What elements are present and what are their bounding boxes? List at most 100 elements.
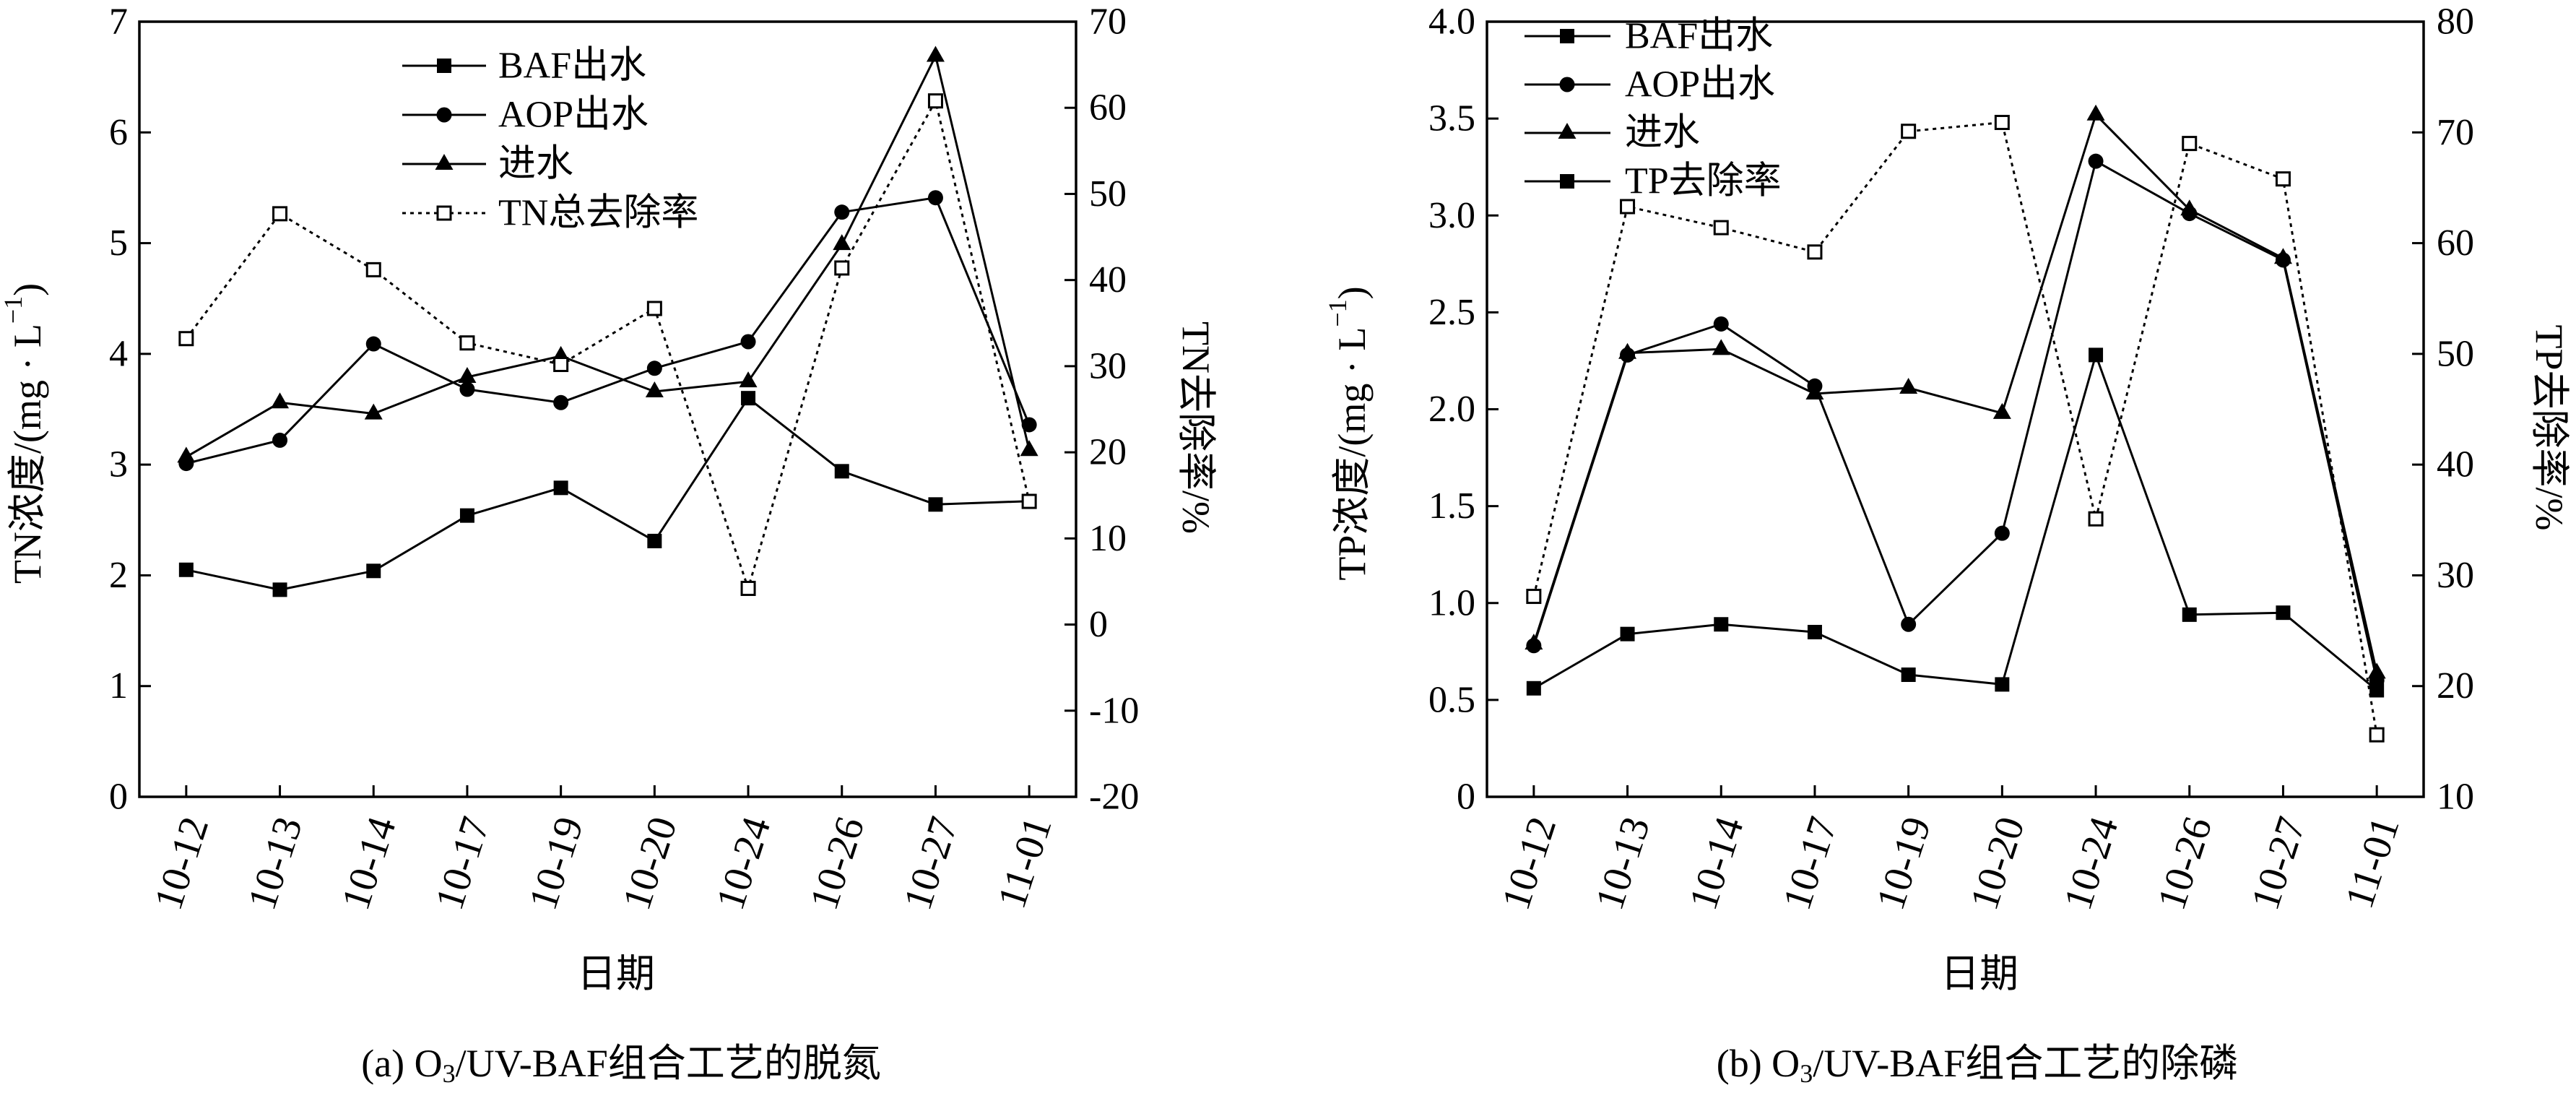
removal-rate-point	[272, 206, 288, 222]
y2-tick-label: -20	[1089, 777, 1139, 818]
influent-point	[458, 367, 477, 384]
y-axis-left: 0 0.5 1.0 1.5 2.0 2.5 3.0 3.5 4.0	[1428, 1, 1499, 818]
y-tick-label: 0	[1457, 777, 1475, 818]
y2-tick-label: 10	[1089, 518, 1127, 559]
legend-label: 进水	[1625, 113, 1700, 154]
y2-tick-label: 40	[1089, 259, 1127, 301]
baf-effluent-point	[2182, 607, 2197, 622]
removal-rate-point	[2088, 511, 2104, 527]
baf-effluent-point	[272, 582, 287, 597]
y2-tick-label: 30	[2437, 555, 2474, 596]
aop-effluent-point	[1713, 316, 1729, 332]
baf-effluent-point	[741, 391, 756, 406]
influent-line	[1532, 113, 2378, 673]
legend-item: AOP出水	[402, 95, 649, 136]
y-axis-title-end: )	[6, 283, 49, 296]
legend-label: BAF出水	[498, 46, 646, 87]
y2-tick-label: 60	[2437, 223, 2474, 264]
influent-point	[1899, 377, 1918, 394]
influent-point	[2180, 199, 2199, 216]
aop-effluent-point	[365, 336, 381, 352]
legend-item: 进水	[402, 144, 573, 185]
baf-effluent-point	[366, 563, 381, 579]
x-axis-title: 日期	[577, 952, 655, 995]
legend-item: BAF出水	[402, 46, 646, 87]
baf-effluent-point	[2276, 605, 2291, 621]
legend-label: AOP出水	[498, 95, 649, 136]
y2-tick-label: 30	[1089, 345, 1127, 386]
influent-point	[739, 371, 758, 388]
y2-tick-label: 40	[2437, 444, 2474, 485]
influent-point	[833, 234, 851, 251]
legend-label: 进水	[498, 144, 573, 185]
y2-tick-label: -10	[1089, 690, 1139, 731]
removal-rate-point	[2369, 727, 2385, 743]
plot-series	[1525, 104, 2386, 743]
removal-rate-point	[740, 580, 756, 596]
y-tick-label: 0	[109, 777, 128, 818]
influent-point	[1712, 339, 1730, 355]
influent-point	[177, 446, 196, 463]
removal-rate-point	[1713, 220, 1729, 236]
baf-effluent-point	[459, 508, 474, 523]
baf-effluent-point	[1995, 677, 2010, 692]
aop-effluent-point	[834, 204, 850, 220]
removal-rate-point	[459, 335, 475, 351]
aop-effluent-point	[1994, 525, 2010, 541]
baf-effluent-point	[647, 533, 662, 548]
y2-tick-label: 60	[1089, 87, 1127, 129]
caption-prefix: (a) O	[361, 1042, 442, 1085]
aop-effluent-point	[1901, 616, 1917, 632]
legend-marker	[436, 107, 452, 123]
influent-point	[1618, 342, 1637, 359]
removal-rate-point	[2275, 171, 2291, 187]
y-tick-label: 4	[109, 333, 128, 374]
removal-rate-line	[1532, 121, 2378, 735]
caption-prefix: (b) O	[1717, 1042, 1800, 1085]
removal-rate-point	[178, 331, 194, 347]
removal-rate-point	[1807, 244, 1823, 260]
y-axis-title-text: TN浓度/(mg · L	[6, 324, 49, 584]
influent-point	[2367, 662, 2386, 679]
y-tick-label: 2	[109, 555, 128, 596]
caption-subscript: 3	[1800, 1059, 1813, 1088]
y-tick-label: 1.0	[1428, 582, 1475, 623]
influent-point	[1525, 634, 1543, 650]
influent-point	[271, 392, 290, 409]
y-tick-label: 6	[109, 112, 128, 153]
y2-tick-label: 70	[2437, 112, 2474, 153]
x-axis-title: 日期	[1940, 952, 2018, 995]
baf-effluent-point	[1901, 668, 1916, 683]
y2-tick-label: 0	[1089, 604, 1108, 645]
influent-point	[364, 403, 383, 420]
influent-point	[645, 381, 664, 397]
y-axis-left: 0 1 2 3 4 5 6 7	[109, 1, 151, 818]
baf-effluent-point	[834, 464, 849, 479]
y-axis-right: 10 20 30 40 50 60 70 80	[2412, 1, 2474, 818]
removal-rate-point	[365, 262, 381, 277]
y-tick-label: 3.5	[1428, 98, 1475, 139]
legend-item: 进水	[1525, 113, 1700, 154]
aop-effluent-point	[459, 381, 475, 397]
y-tick-label: 2.0	[1428, 389, 1475, 430]
y2-tick-label: 50	[2437, 333, 2474, 374]
removal-rate-point	[834, 260, 850, 276]
baf-effluent-point	[1526, 681, 1541, 696]
y-axis-right: -20 -10 0 10 20 30 40 50 60 70	[1064, 1, 1139, 818]
aop-effluent-point	[272, 432, 288, 448]
baf-effluent-line	[1533, 353, 2378, 691]
baf-effluent-point	[2089, 347, 2104, 363]
y-tick-label: 4.0	[1428, 1, 1475, 43]
removal-rate-point	[553, 357, 569, 373]
influent-point	[926, 46, 945, 62]
aop-effluent-point	[2088, 153, 2104, 169]
removal-rate-point	[927, 93, 943, 109]
y-tick-label: 1.5	[1428, 485, 1475, 527]
legend-marker	[1558, 123, 1577, 139]
caption-suffix: /UV-BAF组合工艺的脱氮	[456, 1042, 881, 1085]
removal-rate-point	[1526, 589, 1542, 605]
baf-effluent-point	[178, 562, 194, 577]
y2-tick-label: 10	[2437, 777, 2474, 818]
